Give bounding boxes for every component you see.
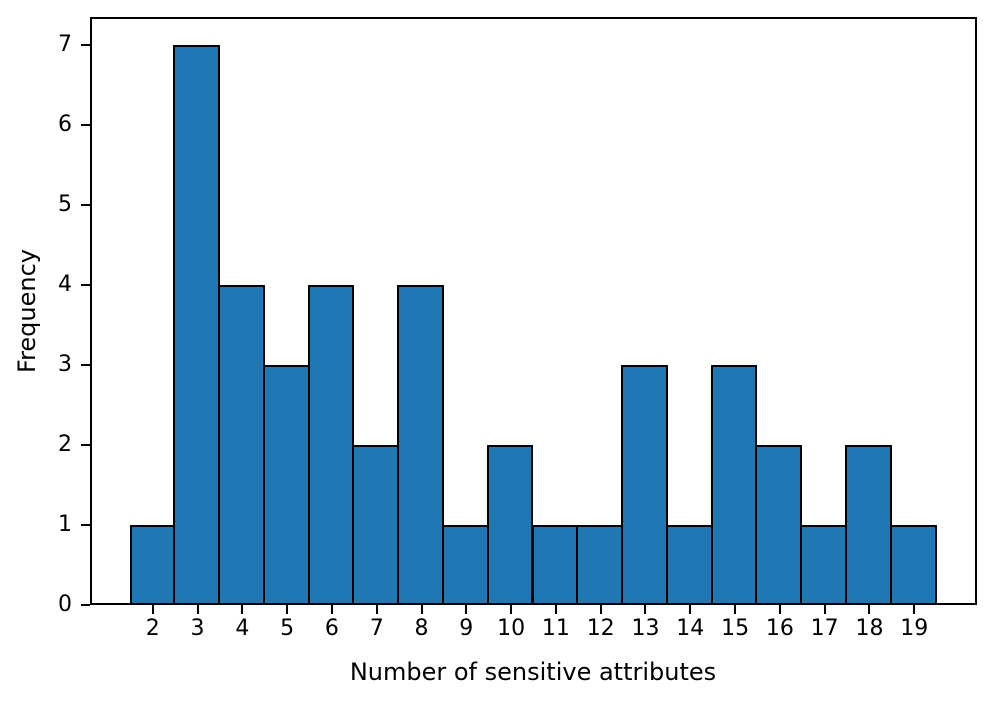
x-tick-mark [510,605,513,614]
x-tick-mark [330,605,333,614]
histogram-bar [262,365,310,605]
histogram-bar [800,525,848,605]
histogram-bar [621,365,668,605]
x-tick-mark [913,605,916,614]
histogram-bar [665,525,713,605]
x-tick-mark [823,605,826,614]
y-tick-mark [81,524,90,526]
histogram-bar [397,285,444,605]
y-tick-mark [81,604,90,606]
y-tick-mark [81,204,90,206]
histogram-bar [307,285,355,605]
x-tick-label: 4 [235,616,250,641]
histogram-bar [217,285,265,605]
x-tick-mark [465,605,468,614]
y-tick-mark [81,124,90,126]
histogram-bar [352,445,400,605]
x-tick-label: 5 [280,616,295,641]
histogram-bar [531,525,579,605]
x-tick-label: 18 [855,616,884,641]
histogram-bar [845,445,892,605]
x-tick-mark [375,605,378,614]
y-tick-label: 6 [58,112,72,137]
histogram-bar [889,525,937,605]
histogram-bar [486,445,534,605]
histogram-bar [441,525,489,605]
y-tick-label: 7 [58,32,72,57]
x-tick-label: 7 [369,616,384,641]
x-tick-mark [778,605,781,614]
x-tick-label: 2 [145,616,160,641]
x-tick-label: 12 [586,616,615,641]
x-tick-label: 9 [459,616,474,641]
x-tick-label: 3 [190,616,205,641]
x-tick-label: 8 [414,616,429,641]
y-tick-mark [81,364,90,366]
x-tick-mark [689,605,692,614]
x-tick-mark [241,605,244,614]
x-tick-mark [286,605,289,614]
x-tick-label: 15 [721,616,750,641]
x-tick-mark [644,605,647,614]
x-tick-label: 6 [324,616,339,641]
x-axis-label: Number of sensitive attributes [349,658,717,686]
y-tick-mark [81,44,90,46]
x-tick-mark [868,605,871,614]
x-tick-label: 17 [810,616,839,641]
y-tick-label: 1 [58,512,72,537]
histogram-bar [755,445,803,605]
y-tick-mark [81,444,90,446]
x-tick-mark [554,605,557,614]
y-tick-mark [81,284,90,286]
plot-area: 2 3 4 5 6 7 8 9 10 11 12 13 14 15 16 17 18 19 0 1 2 3 4 5 6 7 [58,17,977,640]
x-tick-mark [734,605,737,614]
x-tick-mark [151,605,154,614]
histogram-bar [576,525,624,605]
x-tick-label: 16 [765,616,794,641]
x-tick-mark [420,605,423,614]
x-tick-label: 19 [900,616,929,641]
histogram-bar [710,365,758,605]
x-tick-label: 14 [676,616,705,641]
histogram-bar [173,45,220,605]
x-tick-mark [599,605,602,614]
x-tick-label: 10 [497,616,526,641]
y-tick-label: 4 [58,272,72,297]
bars-layer [90,17,977,605]
x-tick-label: 11 [541,616,570,641]
x-tick-mark [196,605,199,614]
histogram-bar [130,525,176,605]
x-tick-label: 13 [631,616,660,641]
y-tick-label: 3 [58,352,72,377]
y-axis-label: Frequency [13,249,41,373]
y-tick-label: 2 [58,432,72,457]
y-tick-label: 5 [58,192,72,217]
y-tick-label: 0 [58,592,72,617]
